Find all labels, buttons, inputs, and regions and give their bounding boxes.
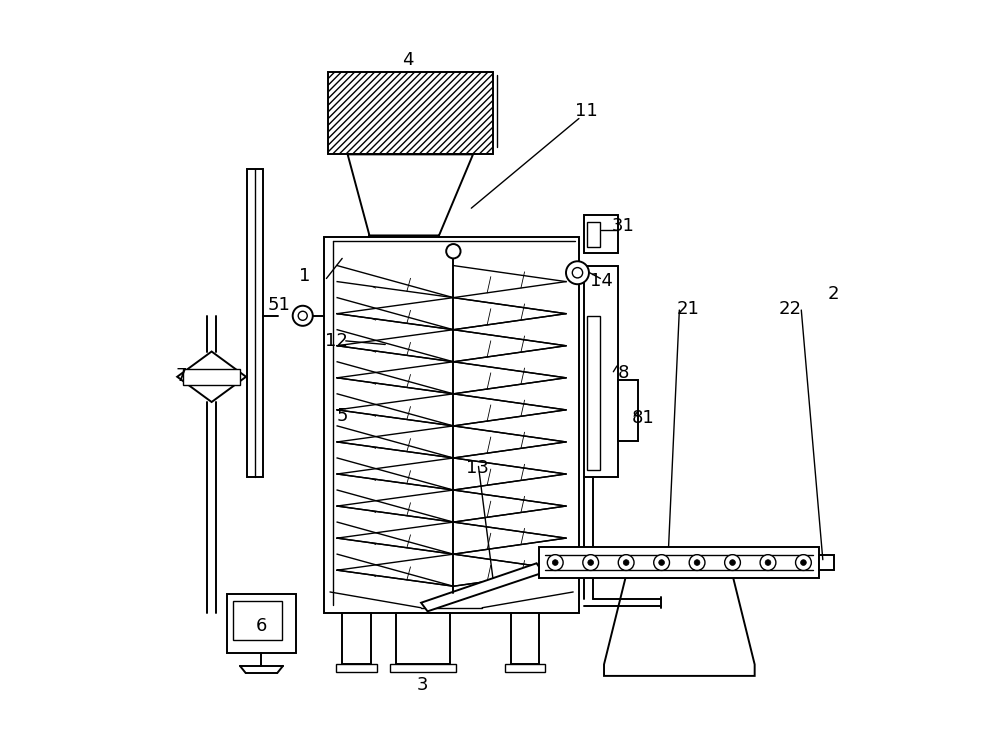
Circle shape <box>298 311 307 321</box>
Bar <box>233 600 282 640</box>
Text: 31: 31 <box>612 217 635 235</box>
Text: 22: 22 <box>779 299 802 318</box>
Circle shape <box>547 555 563 570</box>
Bar <box>587 315 600 470</box>
Text: 4: 4 <box>402 51 413 69</box>
Polygon shape <box>177 351 246 402</box>
Text: 12: 12 <box>325 332 348 350</box>
Circle shape <box>725 555 740 570</box>
Circle shape <box>654 555 670 570</box>
Circle shape <box>765 560 771 565</box>
Bar <box>819 555 834 570</box>
Text: 81: 81 <box>632 408 655 427</box>
Bar <box>183 369 240 384</box>
Circle shape <box>694 560 700 565</box>
Circle shape <box>730 560 735 565</box>
Circle shape <box>796 555 811 570</box>
Circle shape <box>689 555 705 570</box>
Circle shape <box>801 560 806 565</box>
Bar <box>587 222 600 247</box>
Bar <box>584 215 618 253</box>
Text: 8: 8 <box>618 365 629 382</box>
Circle shape <box>293 306 313 326</box>
Circle shape <box>583 555 599 570</box>
Bar <box>328 72 493 154</box>
Bar <box>336 664 377 672</box>
Bar <box>584 266 618 477</box>
Text: 5: 5 <box>336 407 348 425</box>
Circle shape <box>623 560 629 565</box>
Bar <box>324 237 579 613</box>
Text: 21: 21 <box>677 299 699 318</box>
Circle shape <box>572 268 583 278</box>
Bar <box>247 169 263 477</box>
Text: 51: 51 <box>268 296 290 314</box>
Bar <box>539 548 819 578</box>
Text: 11: 11 <box>575 102 597 120</box>
Polygon shape <box>604 578 755 676</box>
Bar <box>396 613 450 664</box>
Polygon shape <box>421 564 543 611</box>
Bar <box>342 613 371 664</box>
Circle shape <box>659 560 664 565</box>
Circle shape <box>552 560 558 565</box>
Text: 6: 6 <box>256 616 268 635</box>
Bar <box>390 664 456 672</box>
Circle shape <box>446 244 461 258</box>
Bar <box>227 594 296 653</box>
Circle shape <box>588 560 594 565</box>
Circle shape <box>618 555 634 570</box>
Polygon shape <box>348 154 473 236</box>
Text: 14: 14 <box>590 272 613 291</box>
Text: 2: 2 <box>828 285 839 303</box>
Text: 1: 1 <box>299 267 311 285</box>
Bar <box>618 381 638 441</box>
Circle shape <box>760 555 776 570</box>
Text: 3: 3 <box>417 676 428 694</box>
Bar <box>511 613 539 664</box>
Text: 7: 7 <box>175 367 187 385</box>
Text: 13: 13 <box>466 459 488 477</box>
Bar <box>505 664 545 672</box>
Circle shape <box>566 261 589 284</box>
